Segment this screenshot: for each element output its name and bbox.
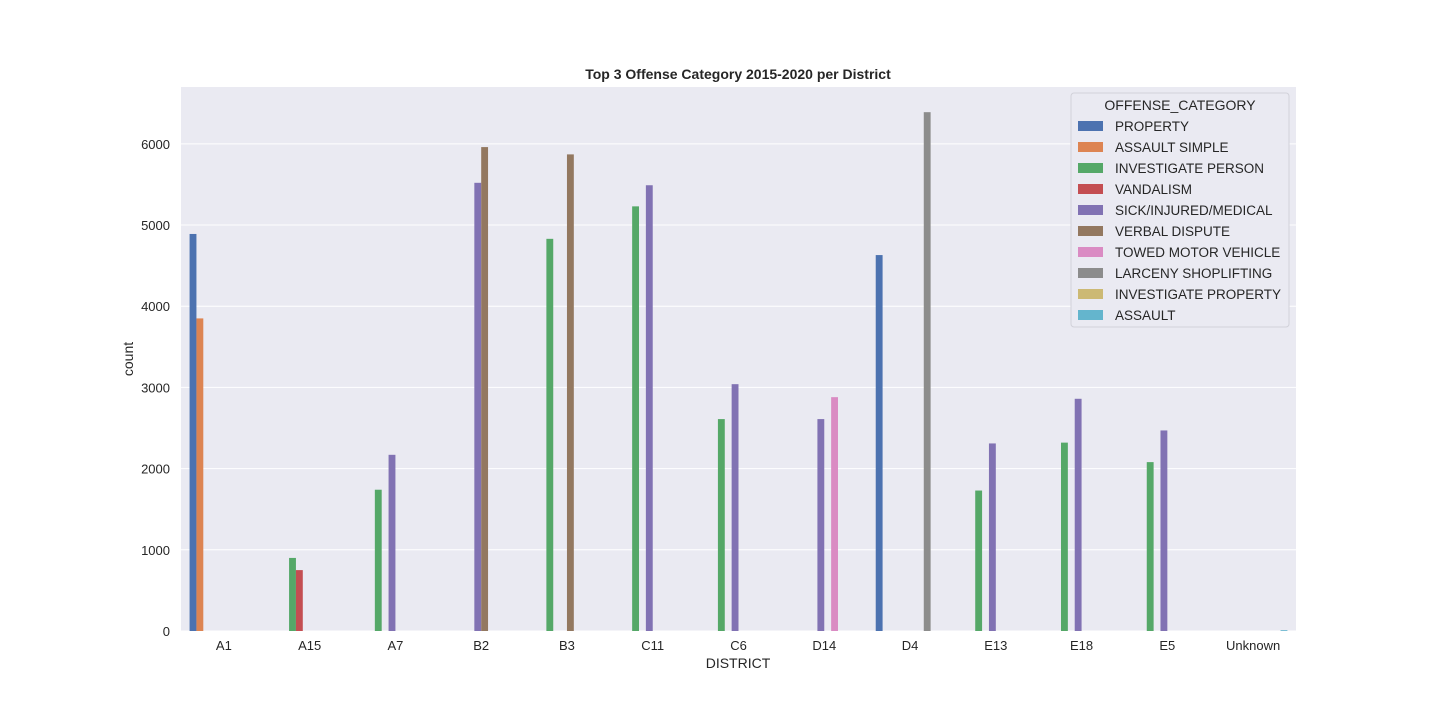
- legend-label: VANDALISM: [1115, 182, 1192, 197]
- bar-C11-sick-injured-medical: [645, 185, 653, 631]
- x-tick-label: E5: [1159, 638, 1175, 653]
- x-tick-label: A7: [387, 638, 403, 653]
- legend-swatch: [1078, 310, 1103, 320]
- bar-B3-investigate-person: [546, 238, 554, 632]
- legend-box: [1070, 92, 1290, 328]
- bar-A15-vandalism: [295, 570, 303, 631]
- bar-Unknown-assault: [1280, 630, 1288, 631]
- legend-label: ASSAULT: [1115, 308, 1176, 323]
- bar-A1-assault-simple: [196, 318, 204, 631]
- x-tick-label: D4: [902, 638, 919, 653]
- x-tick-label: C6: [730, 638, 747, 653]
- bar-C6-sick-injured-medical: [731, 384, 739, 631]
- bar-B2-sick-injured-medical: [474, 182, 482, 631]
- legend-swatch: [1078, 289, 1103, 299]
- legend-label: LARCENY SHOPLIFTING: [1115, 266, 1272, 281]
- x-axis-ticks: A1 A15 A7 B2 B3 C11 C6 D14 D4 E13 E18 E5 Unknown: [216, 638, 1280, 653]
- y-tick-label: 1000: [141, 543, 170, 558]
- legend-label: PROPERTY: [1115, 119, 1189, 134]
- legend-swatch: [1078, 205, 1103, 215]
- chart-title: Top 3 Offense Category 2015-2020 per Dis…: [585, 66, 891, 82]
- legend-label: SICK/INJURED/MEDICAL: [1115, 203, 1273, 218]
- y-tick-label: 0: [163, 624, 170, 639]
- legend-label: TOWED MOTOR VEHICLE: [1115, 245, 1280, 260]
- bar-E18-investigate-person: [1060, 442, 1068, 631]
- bar-E5-sick-injured-medical: [1160, 430, 1168, 631]
- bar-A7-investigate-person: [374, 489, 382, 631]
- legend: OFFENSE_CATEGORY PROPERTY ASSAULT SIMPLE I…: [1070, 92, 1290, 328]
- bar-B2-verbal-dispute: [481, 147, 489, 631]
- x-tick-label: B3: [559, 638, 575, 653]
- legend-items: PROPERTY ASSAULT SIMPLE INVESTIGATE PERSON…: [1078, 119, 1281, 323]
- bar-E5-investigate-person: [1146, 462, 1154, 631]
- y-tick-label: 3000: [141, 380, 170, 395]
- legend-swatch: [1078, 163, 1103, 173]
- x-tick-label: E18: [1070, 638, 1093, 653]
- bar-B3-verbal-dispute: [566, 154, 574, 631]
- bar-E18-sick-injured-medical: [1074, 398, 1082, 631]
- bar-A15-investigate-person: [289, 557, 296, 631]
- bar-E13-sick-injured-medical: [988, 443, 996, 631]
- bars: [189, 112, 1288, 632]
- y-axis-ticks: 0 1000 2000 3000 4000 5000 6000: [141, 137, 170, 639]
- y-tick-label: 2000: [141, 462, 170, 477]
- legend-swatch: [1078, 184, 1103, 194]
- legend-label: VERBAL DISPUTE: [1115, 224, 1230, 239]
- legend-swatch: [1078, 121, 1103, 131]
- x-tick-label: Unknown: [1226, 638, 1280, 653]
- bar-D14-sick-injured-medical: [817, 419, 825, 631]
- bar-C6-investigate-person: [717, 419, 725, 631]
- bar-D14-towed-motor-vehicle: [831, 397, 838, 631]
- legend-label: INVESTIGATE PERSON: [1115, 161, 1264, 176]
- legend-swatch: [1078, 226, 1103, 236]
- x-tick-label: E13: [984, 638, 1007, 653]
- bar-A1-property: [189, 233, 197, 632]
- legend-swatch: [1078, 268, 1103, 278]
- bar-E13-investigate-person: [975, 490, 983, 631]
- legend-label: ASSAULT SIMPLE: [1115, 140, 1229, 155]
- legend-swatch: [1078, 247, 1103, 257]
- legend-title: OFFENSE_CATEGORY: [1104, 97, 1256, 113]
- bar-D4-property: [875, 255, 883, 631]
- y-tick-label: 4000: [141, 299, 170, 314]
- x-tick-label: D14: [812, 638, 836, 653]
- x-tick-label: A1: [216, 638, 232, 653]
- y-axis-label: count: [120, 342, 136, 376]
- legend-swatch: [1078, 142, 1103, 152]
- x-tick-label: A15: [298, 638, 321, 653]
- x-tick-label: C11: [641, 638, 664, 653]
- bar-D4-larceny-shoplifting: [923, 112, 931, 631]
- x-tick-label: B2: [473, 638, 489, 653]
- bar-A7-sick-injured-medical: [388, 454, 396, 631]
- y-tick-label: 6000: [141, 137, 170, 152]
- legend-label: INVESTIGATE PROPERTY: [1115, 287, 1281, 302]
- y-tick-label: 5000: [141, 218, 170, 233]
- x-axis-label: DISTRICT: [706, 655, 771, 671]
- bar-C11-investigate-person: [632, 206, 640, 631]
